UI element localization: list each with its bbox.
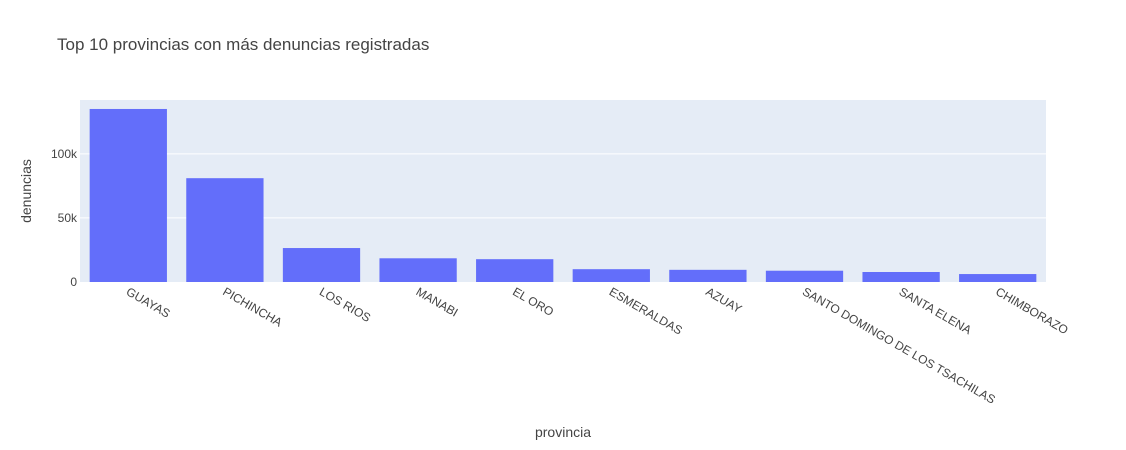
x-tick-label: SANTA ELENA [897, 284, 974, 337]
bars [89, 108, 1037, 282]
chart-title: Top 10 provincias con más denuncias regi… [57, 35, 429, 54]
y-tick-label: 50k [58, 211, 78, 225]
x-tick-label: ESMERALDAS [607, 284, 685, 337]
x-tick-label: GUAYAS [124, 284, 173, 320]
bar-los-rios [282, 248, 361, 282]
bar-santo-domingo-de-los-tsachilas [765, 270, 844, 282]
x-tick-label: SANTO DOMINGO DE LOS TSACHILAS [800, 284, 998, 406]
bar-esmeraldas [572, 269, 650, 282]
x-axis-ticks: GUAYAS PICHINCHA LOS RIOS MANABI EL ORO ESMER… [124, 284, 1071, 406]
bar-chimborazo [959, 274, 1037, 282]
bar-azuay [669, 269, 747, 282]
bar-santa-elena [862, 272, 940, 282]
bar-el-oro [476, 259, 554, 282]
x-tick-label: PICHINCHA [220, 284, 284, 329]
y-tick-label: 100k [51, 147, 78, 161]
y-axis-title: denuncias [18, 159, 34, 223]
y-tick-label: 0 [70, 275, 77, 289]
bar-pichincha [186, 178, 264, 282]
x-tick-label: AZUAY [703, 284, 744, 316]
bar-guayas [89, 108, 167, 282]
x-tick-label: CHIMBORAZO [993, 284, 1070, 337]
bar-manabi [379, 258, 457, 282]
x-axis-title: provincia [535, 424, 591, 440]
x-tick-label: EL ORO [510, 284, 556, 319]
y-axis-ticks: 0 50k 100k [51, 147, 78, 289]
x-tick-label: MANABI [414, 284, 461, 319]
x-tick-label: LOS RIOS [317, 284, 373, 324]
